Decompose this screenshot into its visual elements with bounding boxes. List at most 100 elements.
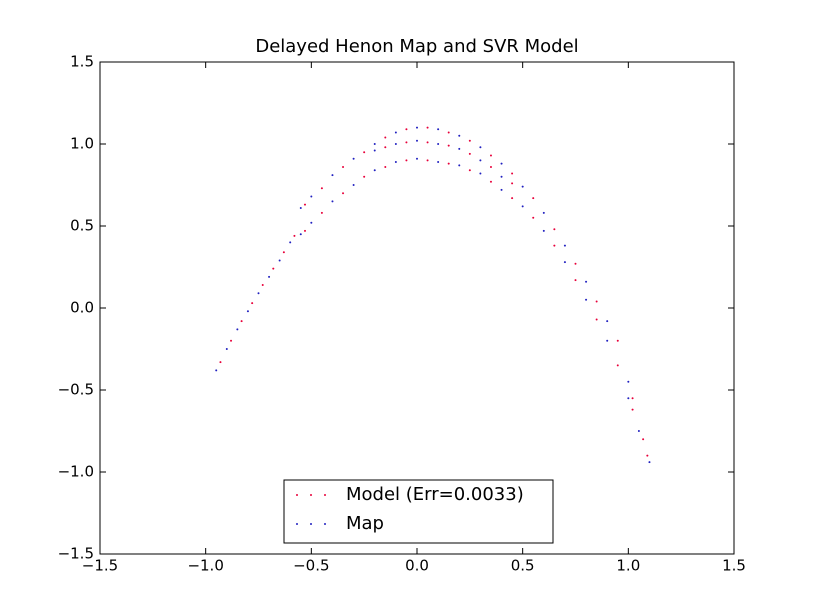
point <box>416 126 418 129</box>
point <box>585 298 588 301</box>
point <box>342 165 345 168</box>
point <box>563 244 566 247</box>
point <box>373 149 376 152</box>
point <box>405 141 408 144</box>
point <box>394 161 397 164</box>
x-tick-label: −1.5 <box>82 557 118 575</box>
x-tick-label: −0.5 <box>293 557 329 575</box>
point <box>416 157 418 160</box>
legend-marker <box>324 494 326 496</box>
point <box>282 251 285 254</box>
point <box>637 430 640 432</box>
point <box>352 184 355 186</box>
point <box>293 234 296 237</box>
chart-title: Delayed Henon Map and SVR Model <box>255 36 578 57</box>
point <box>331 200 334 203</box>
point <box>468 169 471 172</box>
point <box>511 172 514 175</box>
x-tick-label: 1.0 <box>616 557 640 575</box>
point <box>272 267 275 270</box>
point <box>606 320 609 323</box>
point <box>310 221 313 224</box>
point <box>437 161 440 164</box>
point <box>384 136 387 139</box>
point <box>542 229 545 232</box>
point <box>437 143 440 145</box>
point <box>230 339 233 342</box>
point <box>394 143 397 145</box>
point <box>479 146 482 149</box>
point <box>627 397 630 400</box>
point <box>246 310 249 313</box>
legend-marker <box>310 523 312 525</box>
point <box>384 165 387 168</box>
point <box>437 128 440 131</box>
y-tick-label: 1.5 <box>70 53 94 71</box>
point <box>373 143 376 145</box>
point <box>489 180 492 183</box>
point <box>500 162 503 165</box>
point <box>289 241 292 244</box>
point <box>363 151 366 154</box>
legend-marker <box>296 523 298 525</box>
x-tick-label: 1.5 <box>722 557 746 575</box>
point <box>447 144 450 147</box>
point <box>585 280 588 283</box>
point <box>616 364 619 367</box>
legend-box <box>283 479 554 544</box>
point <box>468 139 471 142</box>
point <box>631 408 634 411</box>
x-tick-label: −1.0 <box>187 557 223 575</box>
point <box>352 157 355 160</box>
x-tick-label: 0.5 <box>511 557 535 575</box>
point <box>500 188 503 191</box>
point <box>458 134 461 137</box>
point <box>416 139 418 142</box>
point <box>458 164 461 167</box>
point <box>616 339 619 342</box>
point <box>521 185 524 188</box>
point <box>405 128 408 131</box>
point <box>363 175 366 178</box>
point <box>574 279 577 282</box>
point <box>574 262 577 265</box>
point <box>278 259 281 262</box>
point <box>373 169 376 172</box>
legend-label: Model (Err=0.0033) <box>346 484 524 505</box>
point <box>384 146 387 149</box>
point <box>303 203 306 206</box>
point <box>468 152 471 155</box>
point <box>631 397 634 400</box>
point <box>303 229 306 232</box>
legend-marker <box>324 523 326 525</box>
point <box>447 162 450 165</box>
y-tick-label: −0.5 <box>58 381 94 399</box>
point <box>331 174 334 177</box>
point <box>257 292 260 295</box>
point <box>458 147 461 150</box>
x-tick-label: 0.0 <box>405 557 429 575</box>
point <box>261 284 264 287</box>
y-tick-label: 0.5 <box>70 217 94 235</box>
point <box>299 206 302 209</box>
point <box>563 261 566 264</box>
point <box>299 233 302 236</box>
point <box>532 216 535 219</box>
point <box>240 320 243 323</box>
legend-marker <box>296 494 298 496</box>
point <box>642 438 645 441</box>
point <box>489 154 492 157</box>
point <box>627 380 630 383</box>
y-tick-label: −1.0 <box>58 463 94 481</box>
point <box>595 300 598 303</box>
point <box>447 131 450 134</box>
point <box>251 302 254 305</box>
point <box>268 275 271 278</box>
legend-label: Map <box>346 513 384 534</box>
y-tick-label: −1.5 <box>58 545 94 563</box>
point <box>219 361 222 364</box>
point <box>511 182 514 185</box>
point <box>532 197 535 200</box>
point <box>489 165 492 168</box>
